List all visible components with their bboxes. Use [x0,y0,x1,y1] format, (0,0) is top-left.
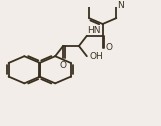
Text: N: N [118,1,124,10]
Text: HN: HN [88,26,101,35]
Text: OH: OH [89,52,103,61]
Text: O: O [105,43,112,52]
Text: O: O [60,61,67,70]
